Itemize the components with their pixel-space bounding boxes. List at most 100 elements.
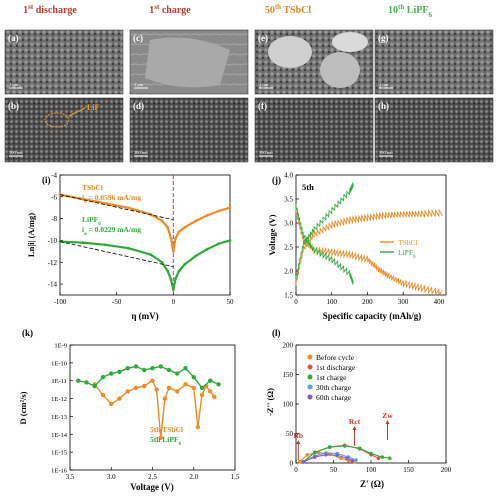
data-point [133, 385, 139, 391]
data-point [217, 209, 221, 213]
data-point [312, 455, 317, 459]
legend-name: TSbCl [82, 183, 103, 192]
data-series [59, 193, 231, 252]
x-tick-label: 2.0 [189, 473, 198, 481]
column-header: 50th TSbCl [265, 3, 312, 16]
data-point [142, 367, 147, 373]
legend-label: 30th charge [316, 383, 352, 392]
data-point [305, 452, 310, 457]
data-point [109, 371, 114, 376]
y-tick-label: 1E-16 [51, 468, 68, 475]
y-tick-label: 2.0 [284, 268, 293, 276]
data-point [81, 197, 85, 201]
scale-label: 1 μm [9, 82, 19, 87]
data-point [177, 230, 181, 234]
data-series [59, 239, 231, 290]
y-axis-label: -Z'' (Ω) [265, 388, 275, 416]
y-tick-label: -6 [51, 193, 57, 201]
panel-label: (c) [133, 33, 143, 43]
data-point [175, 389, 180, 394]
x-tick-label: 0 [294, 466, 298, 474]
column-headers: 1st discharge 1st charge 50th TSbCl 10th Li… [23, 3, 432, 19]
data-series [78, 365, 219, 389]
sem-panel: (b) 500 nm LiF [4, 97, 124, 163]
sem-image [254, 97, 374, 163]
scale-label: 500 nm [379, 150, 393, 155]
data-point [117, 396, 122, 401]
legend-marker [307, 364, 313, 370]
y-tick-label: -8 [51, 215, 57, 223]
panel-label: (b) [8, 101, 19, 111]
data-point [149, 253, 153, 257]
sem-image [374, 97, 494, 163]
y-axis-label: D (cm²/s) [18, 391, 28, 424]
annotation-label: Rct [349, 417, 361, 426]
data-point [342, 444, 347, 448]
data-point [345, 456, 349, 461]
sem-panel: (h) 500 nm [374, 97, 494, 163]
data-point [208, 378, 213, 383]
x-tick-label: 100 [326, 298, 337, 306]
data-point [117, 369, 122, 374]
data-point [103, 201, 107, 205]
sem-panel: (e) 1 μm [254, 29, 374, 95]
sem-panel: (d) 500 nm [129, 97, 249, 163]
x-tick-label: 200 [441, 466, 452, 474]
data-series [295, 182, 354, 281]
data-point [174, 277, 178, 281]
x-tick-label: 400 [434, 298, 445, 306]
y-tick-label: -10 [48, 237, 58, 245]
legend-label: 1st charge [316, 373, 347, 382]
data-point [228, 239, 232, 242]
panel-label: (k) [22, 328, 33, 338]
y-tick-label: 3.0 [284, 220, 293, 228]
panel-label: (i) [42, 175, 51, 185]
data-point [150, 366, 155, 371]
data-point [301, 460, 306, 464]
data-point [335, 453, 340, 458]
data-point [205, 213, 209, 217]
sem-panel: (c) 2 μm [129, 29, 249, 95]
particle-shape [145, 37, 230, 88]
data-point [183, 225, 187, 229]
annotation-label: Zw [382, 411, 393, 420]
scale-label: 500 nm [9, 150, 23, 155]
x-tick-label: 200 [362, 298, 373, 306]
data-point [109, 401, 114, 407]
data-point [100, 392, 106, 398]
scale-label: 2 μm [134, 82, 144, 87]
data-point [217, 242, 221, 246]
column-header: 10th LiPF6 [388, 3, 432, 19]
x-axis-label: Z' (Ω) [360, 479, 384, 489]
data-point [324, 452, 328, 457]
x-tick-label: 50 [227, 298, 235, 306]
data-point [84, 380, 89, 385]
panel-label: (g) [378, 33, 389, 43]
y-tick-label: 1E-10 [51, 360, 67, 367]
data-point [380, 455, 385, 459]
legend-label: TSbCl [398, 238, 418, 247]
annotation-label: Rb [293, 431, 303, 440]
data-point [171, 249, 175, 253]
panel-label: (f) [258, 101, 267, 111]
data-point [100, 374, 106, 380]
scale-label: 500 nm [259, 150, 273, 155]
data-point [166, 367, 172, 373]
x-tick-label: -100 [54, 298, 67, 306]
x-tick-label: 50 [330, 466, 338, 474]
panel-label: (j) [272, 175, 281, 185]
x-tick-label: 2.5 [148, 473, 157, 481]
y-tick-label: 1.5 [284, 292, 293, 300]
sem-image [4, 29, 124, 95]
y-tick-label: 50 [286, 430, 294, 438]
panel-label: (l) [272, 328, 281, 338]
panel-label: (h) [378, 101, 389, 111]
legend-label: Before cycle [316, 353, 355, 362]
sphere-shape [320, 52, 360, 88]
arrow-head [385, 420, 390, 424]
data-point [339, 456, 343, 461]
panel-j-voltage-profile: 0 100 200 300 400 1.5 2.0 2.5 3.0 3.5 4.0(j) Voltag… [267, 172, 447, 321]
data-point [228, 206, 232, 210]
